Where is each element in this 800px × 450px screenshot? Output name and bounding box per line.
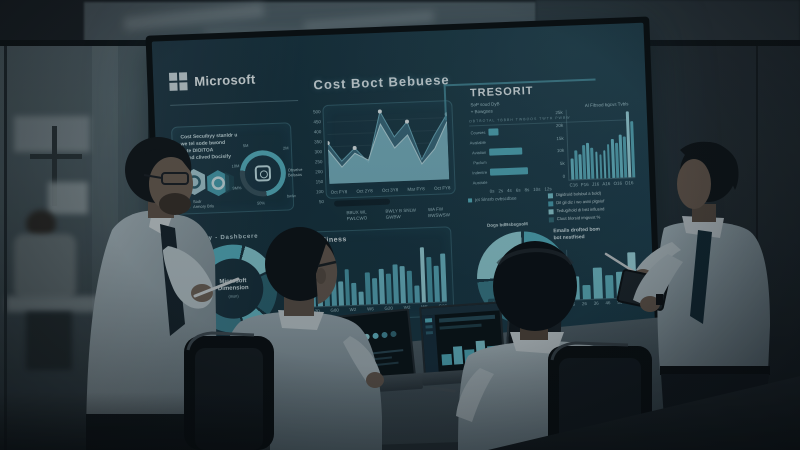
callout-label: 50% (256, 200, 266, 206)
tick-label: 50 (318, 199, 325, 205)
bar (419, 247, 427, 303)
brand-name: Microsoft (193, 71, 256, 89)
hbar-label: Paclum (473, 159, 487, 165)
hbar-label: Available (469, 139, 486, 145)
legend-swatch-icon (548, 217, 554, 223)
bar (399, 265, 406, 304)
person-ear (316, 268, 326, 284)
tresorit-title: TRESORIT (469, 84, 534, 100)
footnote-label: WA FW BWSWSW (427, 206, 450, 219)
tick-label: Oct FY8 (433, 185, 451, 191)
bar (489, 166, 529, 176)
bullet-icon (467, 198, 473, 203)
tresorit-bullet: + Bowgses (470, 108, 493, 115)
callout-label: 2M (282, 145, 289, 151)
chart-scrollbar (333, 198, 391, 207)
legend-swatch-icon (548, 209, 554, 215)
tick-label: 15k (556, 135, 564, 141)
legend-swatch-icon (548, 201, 554, 207)
bar (570, 158, 574, 180)
tick-label: 8s (524, 187, 530, 193)
callout-label: 5M (242, 142, 249, 149)
hbar-label: Indentre (472, 169, 488, 175)
legend-label: Clout blorsid imgsvst % (556, 214, 601, 222)
legend-swatch-icon (547, 193, 554, 199)
horizontal-bar-x-axis: 0s 2s 4s 6s 8s 10s 12s (490, 186, 552, 194)
tick-label: 4s (507, 187, 512, 194)
gauge-ring (239, 149, 287, 198)
ceiling-light (123, 2, 265, 32)
app-icon (254, 165, 272, 182)
bar (426, 256, 434, 303)
bar (590, 147, 595, 179)
divider (170, 99, 299, 106)
tick-label: 0s (489, 188, 495, 194)
tick-label: 20k (555, 122, 564, 128)
hbar-label: Aviation (471, 149, 487, 155)
tick-label: 6s (515, 187, 521, 193)
tick-label: 100 (316, 189, 324, 195)
person-face (677, 159, 711, 209)
person-belt (660, 366, 770, 375)
hbar-label: Courses (470, 129, 486, 135)
tick-label: 200 (315, 169, 323, 175)
microsoft-brand: Microsoft (168, 70, 256, 91)
legend-label: Digidroid bolsbut a bold) (555, 190, 602, 198)
bar (489, 146, 523, 156)
horizontal-bar-chart: Courses Available Aviation Paclum Indentre Au… (461, 124, 555, 187)
tick-label: 350 (314, 139, 322, 145)
dashboard-title: Cost Boct Bebuese (313, 72, 450, 93)
tick-label: Oct 2Y8 (356, 188, 373, 194)
tick-label: 150 (315, 179, 324, 185)
tick-label: 300 (314, 149, 323, 155)
tick-label: 10k (556, 148, 565, 154)
section-note: jot Slnsrb ovbscdbse (467, 196, 517, 204)
tick-label: 2s (498, 188, 504, 194)
bar (433, 265, 441, 302)
area-series (323, 101, 451, 184)
tick-label: Mar FY8 (407, 186, 425, 192)
bar (440, 253, 448, 302)
main-area-chart: Oct FY8 Oct 2Y8 Oct 3Y8 Mar FY8 Oct FY8 (322, 100, 456, 199)
microsoft-logo-icon (168, 72, 188, 91)
tick-label: 400 (313, 129, 322, 135)
main-chart-y-axis: 500 450 400 350 300 250 200 150 100 50 (302, 109, 324, 206)
callout-label: bwlw (286, 193, 296, 199)
person-shirt (657, 221, 770, 372)
bar (488, 127, 499, 136)
tick-label: 10s (533, 186, 541, 193)
tick-label: 250 (314, 159, 323, 165)
person-beard (159, 193, 191, 215)
tick-label: 450 (313, 119, 322, 125)
tick-label: C16 (569, 182, 578, 188)
tick-label: F16 (580, 181, 589, 188)
bar (413, 285, 420, 303)
tick-label: Oct FY8 (330, 189, 348, 195)
tick-label: 5k (559, 160, 565, 167)
laptop-sidebar (421, 314, 439, 375)
floor-shadow (0, 392, 270, 450)
donut-top-label: Dogs bdBsbsgsoM (486, 221, 528, 228)
tresorit-subtitle: SoP soud DyB (470, 101, 500, 108)
bar (578, 153, 583, 180)
tick-label: Oct 3Y8 (381, 187, 399, 193)
hbar-label: Australe (472, 179, 488, 185)
tick-label: 0 (562, 173, 566, 179)
person-hand (366, 372, 384, 388)
bar (406, 270, 413, 303)
tick-label: 25k (555, 109, 563, 116)
tick-label: 500 (312, 109, 321, 115)
bar (574, 149, 579, 180)
